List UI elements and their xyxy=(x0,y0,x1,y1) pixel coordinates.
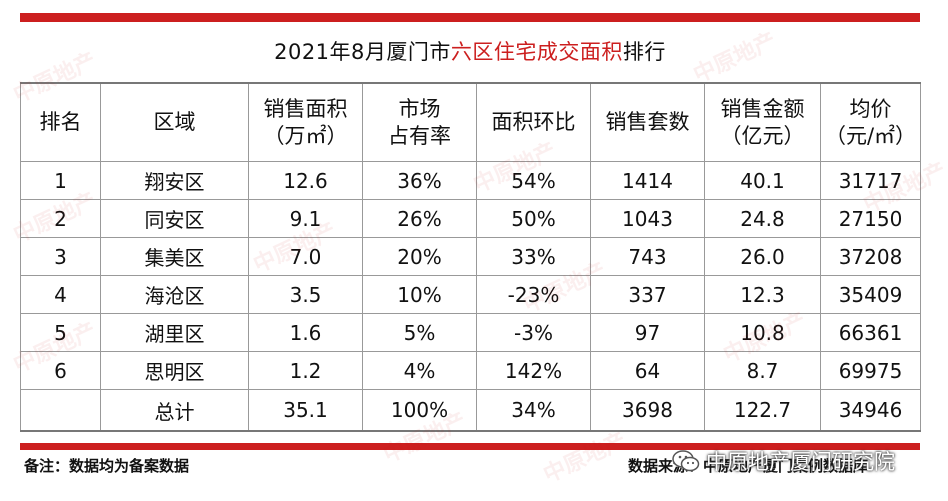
column-header-line: （亿元） xyxy=(720,123,805,148)
table-body: 1 翔安区 12.6 36% 54% 1414 40.1 31717 2 同安区 9.1 26% 50%… xyxy=(20,161,921,432)
bottom-red-bar xyxy=(20,443,920,450)
column-header: 销售套数 xyxy=(590,82,705,162)
table-cell: 8.7 xyxy=(704,351,821,390)
table-cell: 1 xyxy=(20,161,101,200)
table-cell: 35409 xyxy=(820,275,921,314)
table-row: 2 同安区 9.1 26% 50% 1043 24.8 27150 xyxy=(20,199,921,238)
title-prefix: 2021年8月厦门市 xyxy=(274,40,451,64)
header-row: 排名 区域 销售面积 （万㎡） 市场 占有率 面积环比 销售套数 销售金额 （亿元） 均价 （元/㎡） xyxy=(20,82,921,162)
table-cell: 35.1 xyxy=(248,389,363,432)
column-header: 市场 占有率 xyxy=(362,82,477,162)
table-cell: 37208 xyxy=(820,237,921,276)
column-header: 均价 （元/㎡） xyxy=(820,82,921,162)
wechat-account-badge: 中原地产厦门研究院 xyxy=(672,446,912,476)
table-cell: 54% xyxy=(476,161,591,200)
table-cell: 9.1 xyxy=(248,199,363,238)
table-cell: 69975 xyxy=(820,351,921,390)
table-cell: 10% xyxy=(362,275,477,314)
table-cell: 3.5 xyxy=(248,275,363,314)
column-header: 面积环比 xyxy=(476,82,591,162)
table-cell: 66361 xyxy=(820,313,921,352)
table-cell: 翔安区 xyxy=(100,161,249,200)
column-header-line: 面积环比 xyxy=(491,110,576,134)
table-title: 2021年8月厦门市六区住宅成交面积排行 xyxy=(20,36,920,66)
column-header-line: 均价 xyxy=(849,96,892,121)
column-header-line: 排名 xyxy=(39,110,82,134)
table-cell: 10.8 xyxy=(704,313,821,352)
table-cell: 思明区 xyxy=(100,351,249,390)
table-cell: 海沧区 xyxy=(100,275,249,314)
table-cell: 2 xyxy=(20,199,101,238)
table-cell: 4 xyxy=(20,275,101,314)
table-cell: 34946 xyxy=(820,389,921,432)
table-cell: 40.1 xyxy=(704,161,821,200)
column-header-line: （万㎡） xyxy=(263,123,348,148)
table-cell: 337 xyxy=(590,275,705,314)
column-header: 区域 xyxy=(100,82,249,162)
table-row: 6 思明区 1.2 4% 142% 64 8.7 69975 xyxy=(20,351,921,390)
table-cell: 1.6 xyxy=(248,313,363,352)
table-cell: 集美区 xyxy=(100,237,249,276)
table-cell: 20% xyxy=(362,237,477,276)
table-cell xyxy=(20,389,101,432)
title-suffix: 排行 xyxy=(622,40,666,64)
watermark: 中原地产 xyxy=(539,428,631,489)
table-cell: 97 xyxy=(590,313,705,352)
table-cell: 1043 xyxy=(590,199,705,238)
wechat-icon xyxy=(672,450,700,472)
top-red-bar xyxy=(20,13,920,22)
column-header: 销售面积 （万㎡） xyxy=(248,82,363,162)
table-cell: 34% xyxy=(476,389,591,432)
table-cell: 100% xyxy=(362,389,477,432)
column-header-line: 区域 xyxy=(153,110,196,134)
table-cell: 湖里区 xyxy=(100,313,249,352)
column-header-line: 销售面积 xyxy=(263,96,348,121)
table-cell: 31717 xyxy=(820,161,921,200)
column-header-line: 市场 xyxy=(398,96,441,121)
table-cell: 12.3 xyxy=(704,275,821,314)
table-cell: 4% xyxy=(362,351,477,390)
total-row: 总计 35.1 100% 34% 3698 122.7 34946 xyxy=(20,389,921,432)
table-cell: 3 xyxy=(20,237,101,276)
table-cell: 33% xyxy=(476,237,591,276)
table-cell: 5 xyxy=(20,313,101,352)
table-cell: 6 xyxy=(20,351,101,390)
table-cell: 26.0 xyxy=(704,237,821,276)
table-cell: 3698 xyxy=(590,389,705,432)
table-cell: 5% xyxy=(362,313,477,352)
table-cell: 27150 xyxy=(820,199,921,238)
table-cell: 7.0 xyxy=(248,237,363,276)
column-header-line: 销售套数 xyxy=(605,110,690,134)
table-row: 5 湖里区 1.6 5% -3% 97 10.8 66361 xyxy=(20,313,921,352)
table-cell: 743 xyxy=(590,237,705,276)
footer-note: 备注：数据均为备案数据 xyxy=(24,457,190,475)
table-cell: 122.7 xyxy=(704,389,821,432)
table-cell: 12.6 xyxy=(248,161,363,200)
wechat-account-name: 中原地产厦门研究院 xyxy=(706,450,895,474)
table-cell: -3% xyxy=(476,313,591,352)
column-header-line: （元/㎡） xyxy=(824,123,917,148)
title-highlight: 六区住宅成交面积 xyxy=(450,40,623,64)
column-header: 排名 xyxy=(20,82,101,162)
ranking-table: 排名 区域 销售面积 （万㎡） 市场 占有率 面积环比 销售套数 销售金额 （亿元） 均价 （元/㎡）… xyxy=(20,82,921,432)
table-cell: 50% xyxy=(476,199,591,238)
table-cell: 36% xyxy=(362,161,477,200)
table-cell: 1.2 xyxy=(248,351,363,390)
table-cell: 64 xyxy=(590,351,705,390)
table-cell: 26% xyxy=(362,199,477,238)
table-cell: -23% xyxy=(476,275,591,314)
column-header-line: 占有率 xyxy=(388,123,451,148)
column-header-line: 销售金额 xyxy=(720,96,805,121)
table-row: 4 海沧区 3.5 10% -23% 337 12.3 35409 xyxy=(20,275,921,314)
table-cell: 142% xyxy=(476,351,591,390)
table-cell: 总计 xyxy=(100,389,249,432)
table-cell: 1414 xyxy=(590,161,705,200)
table-cell: 24.8 xyxy=(704,199,821,238)
table-row: 1 翔安区 12.6 36% 54% 1414 40.1 31717 xyxy=(20,161,921,200)
table-row: 3 集美区 7.0 20% 33% 743 26.0 37208 xyxy=(20,237,921,276)
table-cell: 同安区 xyxy=(100,199,249,238)
column-header: 销售金额 （亿元） xyxy=(704,82,821,162)
